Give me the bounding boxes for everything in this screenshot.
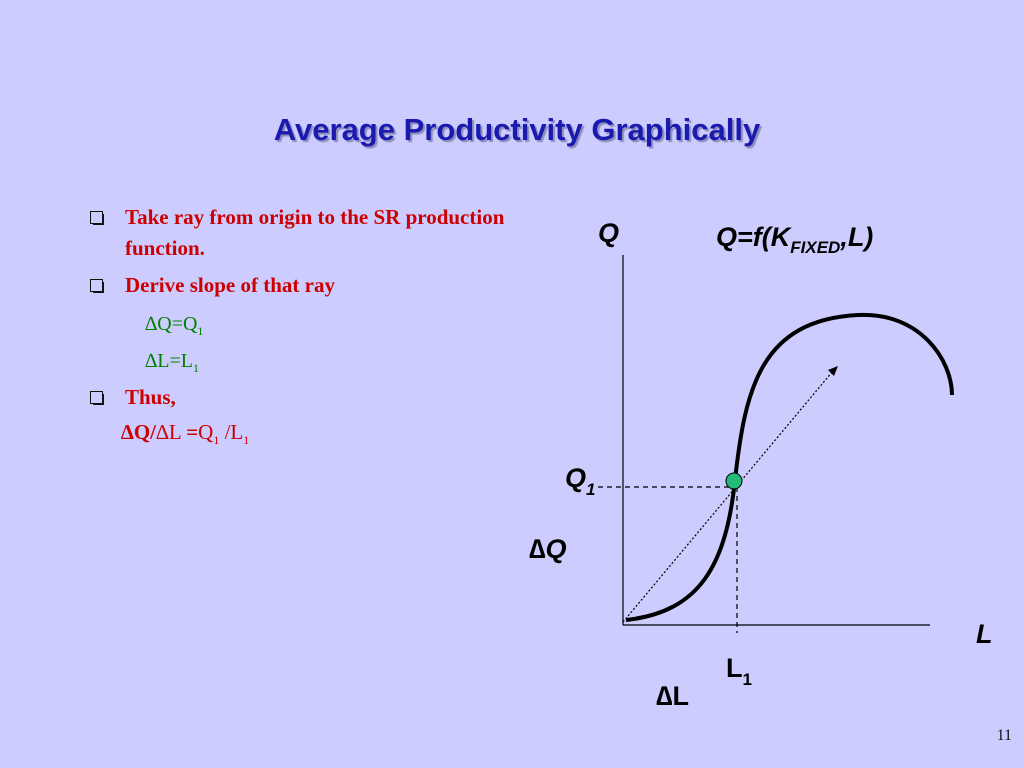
bullet-item: Thus,	[88, 382, 508, 413]
checkbox-bullet-icon	[90, 391, 104, 405]
bullet-text: Thus,	[125, 385, 176, 409]
bullet-item: Take ray from origin to the SR productio…	[88, 202, 508, 264]
point-q1-l1	[725, 472, 743, 490]
y-axis-label: Q	[598, 218, 619, 248]
bullet-list-thus: Thus,	[88, 382, 508, 413]
ray-arrowhead-icon	[828, 366, 838, 376]
sub-item-delta-l: ∆L=L1	[145, 350, 199, 375]
page-number: 11	[996, 727, 1012, 744]
bullet-item: Derive slope of that ray	[88, 270, 508, 301]
q1-label: Q1	[565, 463, 595, 499]
bullet-text: Take ray from origin to the SR productio…	[125, 205, 505, 260]
production-function-curve	[625, 312, 954, 622]
checkbox-bullet-icon	[90, 279, 104, 293]
bullet-list: Take ray from origin to the SR productio…	[88, 202, 508, 301]
sub-item-delta-q: ∆Q=Q1	[145, 313, 204, 338]
delta-q-label: ∆Q	[529, 534, 567, 564]
average-product-formula: ∆Q/∆L =Q1 /L1	[121, 420, 250, 448]
slide-title: Average Productivity Graphically	[273, 112, 761, 147]
bullet-text: Derive slope of that ray	[125, 273, 335, 297]
ray-from-origin	[622, 370, 834, 623]
x-axis-label: L	[976, 619, 993, 649]
checkbox-bullet-icon	[90, 211, 104, 225]
l1-label: L1	[726, 653, 752, 689]
function-label: Q=f(KFIXED,L)	[716, 222, 873, 257]
delta-l-label: ∆L	[656, 681, 689, 711]
